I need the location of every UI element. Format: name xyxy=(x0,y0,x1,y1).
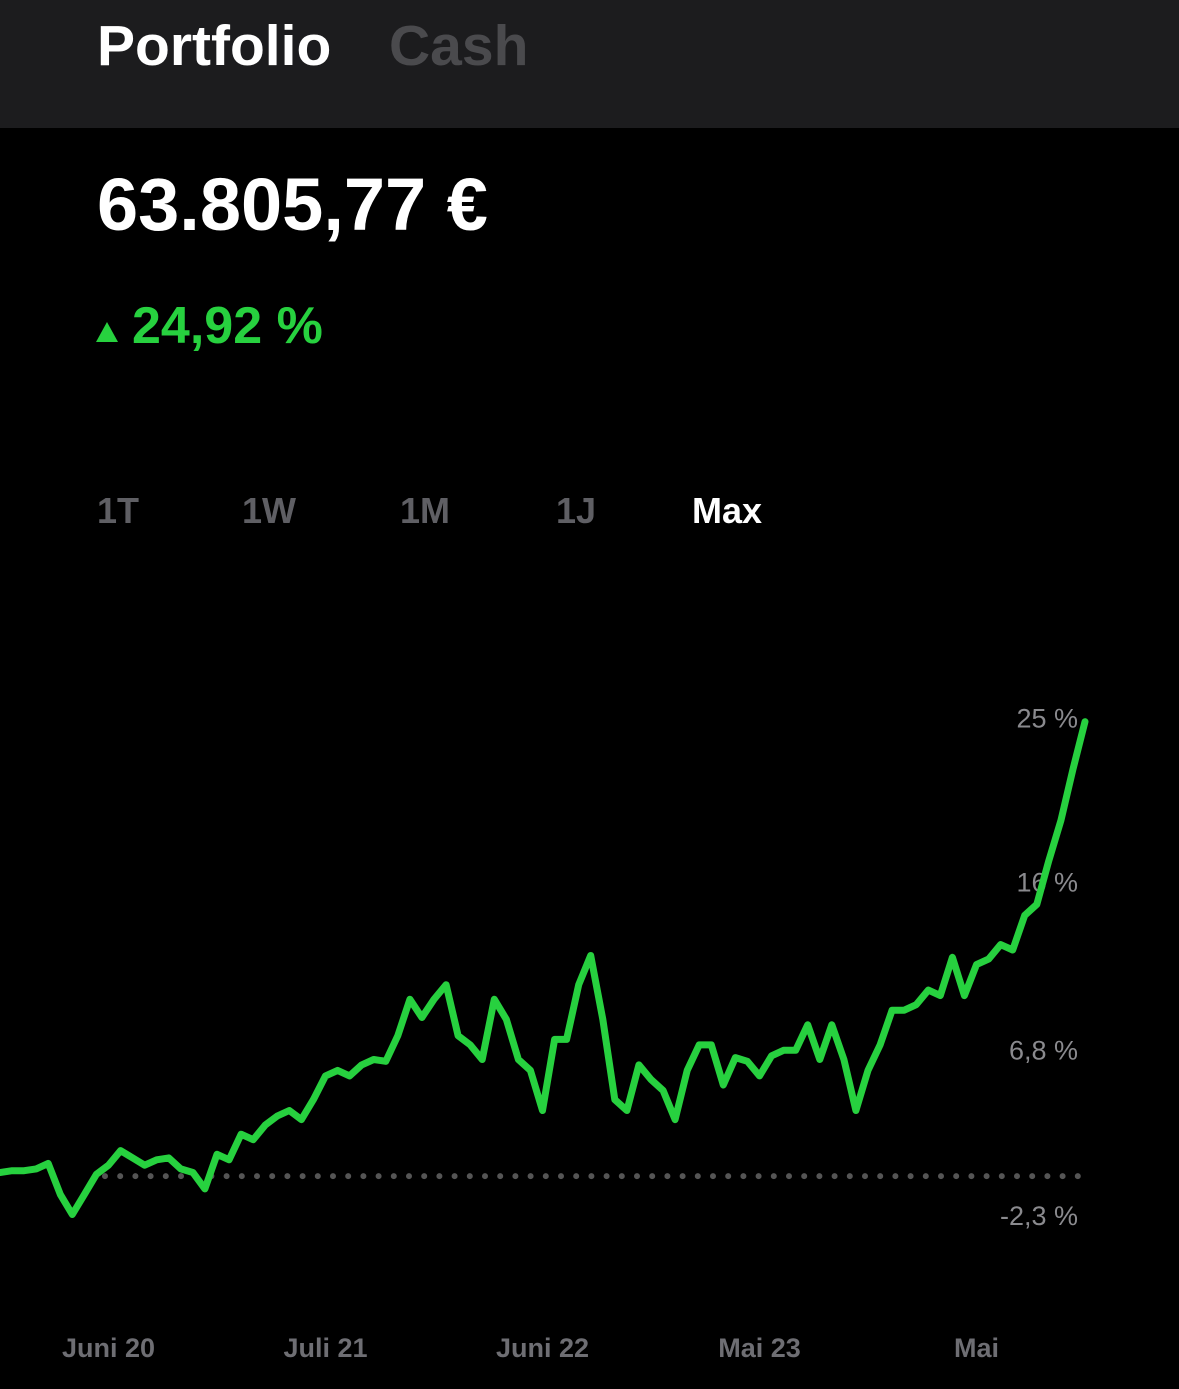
y-tick-label: 16 % xyxy=(1016,867,1078,897)
x-tick-label: Mai 23 xyxy=(718,1333,801,1363)
y-tick-label: -2,3 % xyxy=(1000,1201,1078,1231)
y-tick-label: 6,8 % xyxy=(1009,1035,1078,1065)
range-button[interactable]: 1M xyxy=(400,490,451,531)
header-bar: Portfolio Cash xyxy=(0,0,1179,128)
range-button[interactable]: 1W xyxy=(242,490,296,531)
y-tick-label: 25 % xyxy=(1016,703,1078,733)
range-button[interactable]: 1T xyxy=(97,490,140,531)
x-tick-label: Juli 21 xyxy=(283,1333,367,1363)
price-line xyxy=(0,718,1089,1218)
tab[interactable]: Portfolio xyxy=(97,14,332,78)
range-button[interactable]: 1J xyxy=(556,490,597,531)
x-tick-label: Mai xyxy=(954,1333,999,1363)
portfolio-change: 24,92 % xyxy=(132,297,323,355)
tab[interactable]: Cash xyxy=(389,14,529,78)
range-button[interactable]: Max xyxy=(692,490,763,531)
portfolio-value: 63.805,77 € xyxy=(97,163,488,246)
up-arrow-icon xyxy=(96,322,118,342)
x-tick-label: Juni 20 xyxy=(62,1333,155,1363)
x-tick-label: Juni 22 xyxy=(496,1333,589,1363)
